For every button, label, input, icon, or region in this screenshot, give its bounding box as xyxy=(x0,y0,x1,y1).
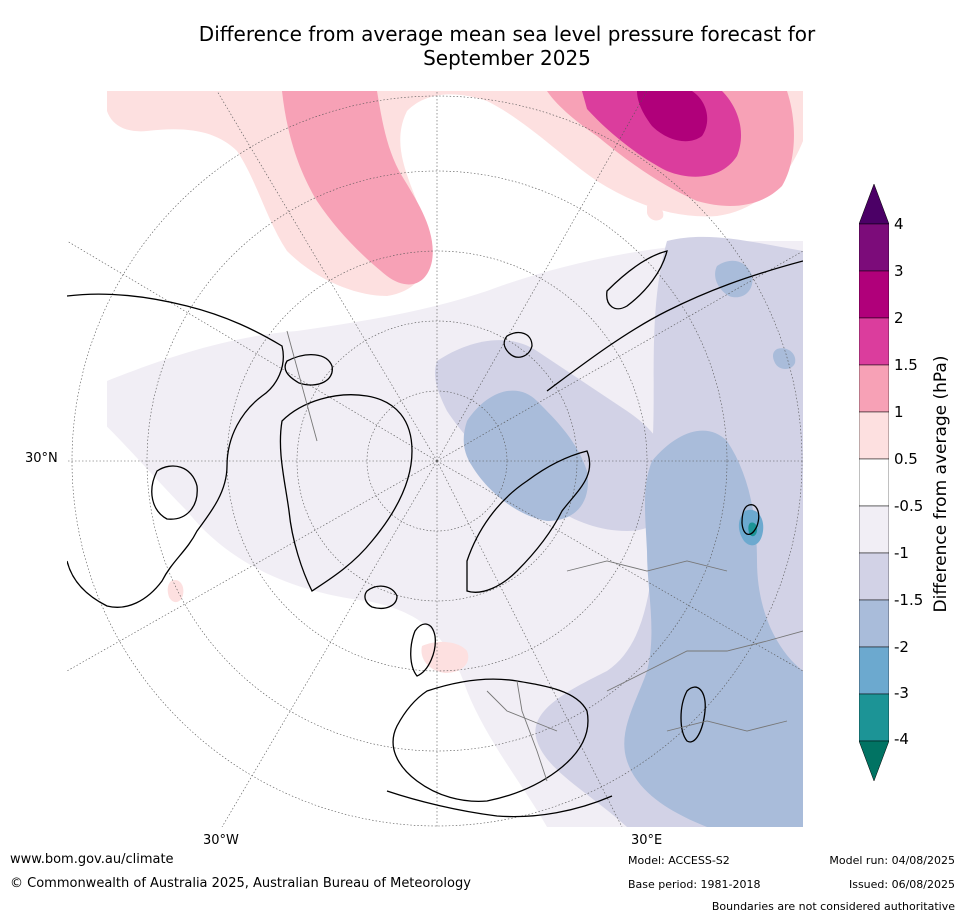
colorbar-tick-neg-1: -1 xyxy=(894,544,909,562)
colorbar-seg-2to3 xyxy=(859,270,889,319)
map-panel xyxy=(67,91,803,827)
border-central-asia xyxy=(666,720,788,732)
border-russia-2 xyxy=(606,630,803,692)
border-europe-1 xyxy=(486,690,558,732)
coastline-baikal xyxy=(741,504,760,535)
coastline-iceland xyxy=(364,585,398,610)
coastline-hudson xyxy=(151,465,198,520)
colorbar-seg-1to15 xyxy=(859,364,889,413)
colorbar-seg-neg1 xyxy=(859,552,889,601)
lon-label-30w: 30°W xyxy=(203,833,239,848)
colorbar-tick-neg-4: -4 xyxy=(894,730,909,748)
website-link[interactable]: www.bom.gov.au/climate xyxy=(10,852,174,867)
meridian-60w xyxy=(67,460,438,672)
title-line-2: September 2025 xyxy=(423,46,591,70)
colorbar-seg-05to1 xyxy=(859,411,889,460)
colorbar-tick-neg-1-5: -1.5 xyxy=(894,591,924,609)
issued-text: Issued: 06/08/2025 xyxy=(848,878,955,891)
anomaly-region-pos05-arctic xyxy=(647,205,664,221)
lat-label-30n: 30°N xyxy=(25,451,58,466)
anomaly-map xyxy=(67,91,803,827)
colorbar-seg-neg05 xyxy=(859,505,889,554)
colorbar-seg-neg3 xyxy=(859,693,889,742)
disclaimer-text: Boundaries are not considered authoritat… xyxy=(711,900,955,913)
anomaly-region-pos1-plume xyxy=(282,91,433,285)
colorbar-tick-0-5: 0.5 xyxy=(894,450,918,468)
colorbar-bottom-arrow xyxy=(859,740,889,782)
graticule xyxy=(67,91,803,827)
coastline-arctic-islands xyxy=(284,354,333,386)
title-line-1: Difference from average mean sea level p… xyxy=(198,22,816,46)
colorbar-tick-4: 4 xyxy=(894,215,904,233)
anomaly-region-neg3 xyxy=(748,522,758,537)
anomaly-region-neg15-ural xyxy=(715,260,753,298)
anomaly-region-pos05-atlantic xyxy=(167,579,184,603)
lon-label-30e: 30°E xyxy=(631,833,663,848)
coastline-mediterranean xyxy=(386,790,613,818)
colorbar xyxy=(859,184,889,782)
anomaly-region-neg15-small xyxy=(772,348,796,369)
colorbar-tick-3: 3 xyxy=(894,262,904,280)
anomaly-region-neg15-scandinavia xyxy=(463,390,588,521)
meridian-30w xyxy=(221,460,438,827)
border-russia-1 xyxy=(566,560,728,572)
anomaly-region-pos05-uk xyxy=(421,641,469,673)
coastline-greenland xyxy=(279,394,413,592)
coastline-uk xyxy=(410,623,436,677)
coastline-scandinavia xyxy=(466,450,591,593)
model-text: Model: ACCESS-S2 xyxy=(628,854,730,867)
base-period-text: Base period: 1981-2018 xyxy=(628,878,761,891)
colorbar-seg-neutral xyxy=(859,458,889,507)
colorbar-top-arrow xyxy=(859,184,889,225)
colorbar-tick-1: 1 xyxy=(894,403,904,421)
coastline-caspian xyxy=(680,686,706,743)
meridian-60e xyxy=(436,460,803,672)
anomaly-region-neg05b xyxy=(112,372,284,436)
model-run-text: Model run: 04/08/2025 xyxy=(829,854,955,867)
colorbar-tick-neg-0-5: -0.5 xyxy=(894,497,924,515)
country-borders xyxy=(286,330,803,782)
coastline-novaya-zemlya xyxy=(606,250,668,310)
lat-circle-50 xyxy=(146,170,728,752)
colorbar-seg-15to2 xyxy=(859,317,889,366)
colorbar-seg-neg2 xyxy=(859,646,889,695)
coastline-north-america xyxy=(67,293,284,608)
copyright-text: © Commonwealth of Australia 2025, Austra… xyxy=(10,876,471,891)
meridian-120e xyxy=(436,250,803,462)
colorbar-title: Difference from average (hPa) xyxy=(931,355,951,613)
anomaly-region-neutral-atlantic xyxy=(67,391,547,827)
coastlines xyxy=(67,250,803,818)
colorbar-tick-neg-2: -2 xyxy=(894,638,909,656)
chart-title: Difference from average mean sea level p… xyxy=(130,22,884,70)
border-greenland xyxy=(286,330,318,442)
colorbar-seg-3to4 xyxy=(859,223,889,272)
border-europe-2 xyxy=(516,680,548,782)
colorbar-tick-1-5: 1.5 xyxy=(894,356,918,374)
anomaly-region-pos2 xyxy=(637,91,708,142)
meridian-150e xyxy=(436,91,648,462)
colorbar-seg-neg15 xyxy=(859,599,889,648)
coastline-svalbard xyxy=(503,332,533,358)
colorbar-tick-2: 2 xyxy=(894,309,904,327)
coastline-russia-north xyxy=(546,260,803,392)
colorbar-tick-neg-3: -3 xyxy=(894,684,909,702)
